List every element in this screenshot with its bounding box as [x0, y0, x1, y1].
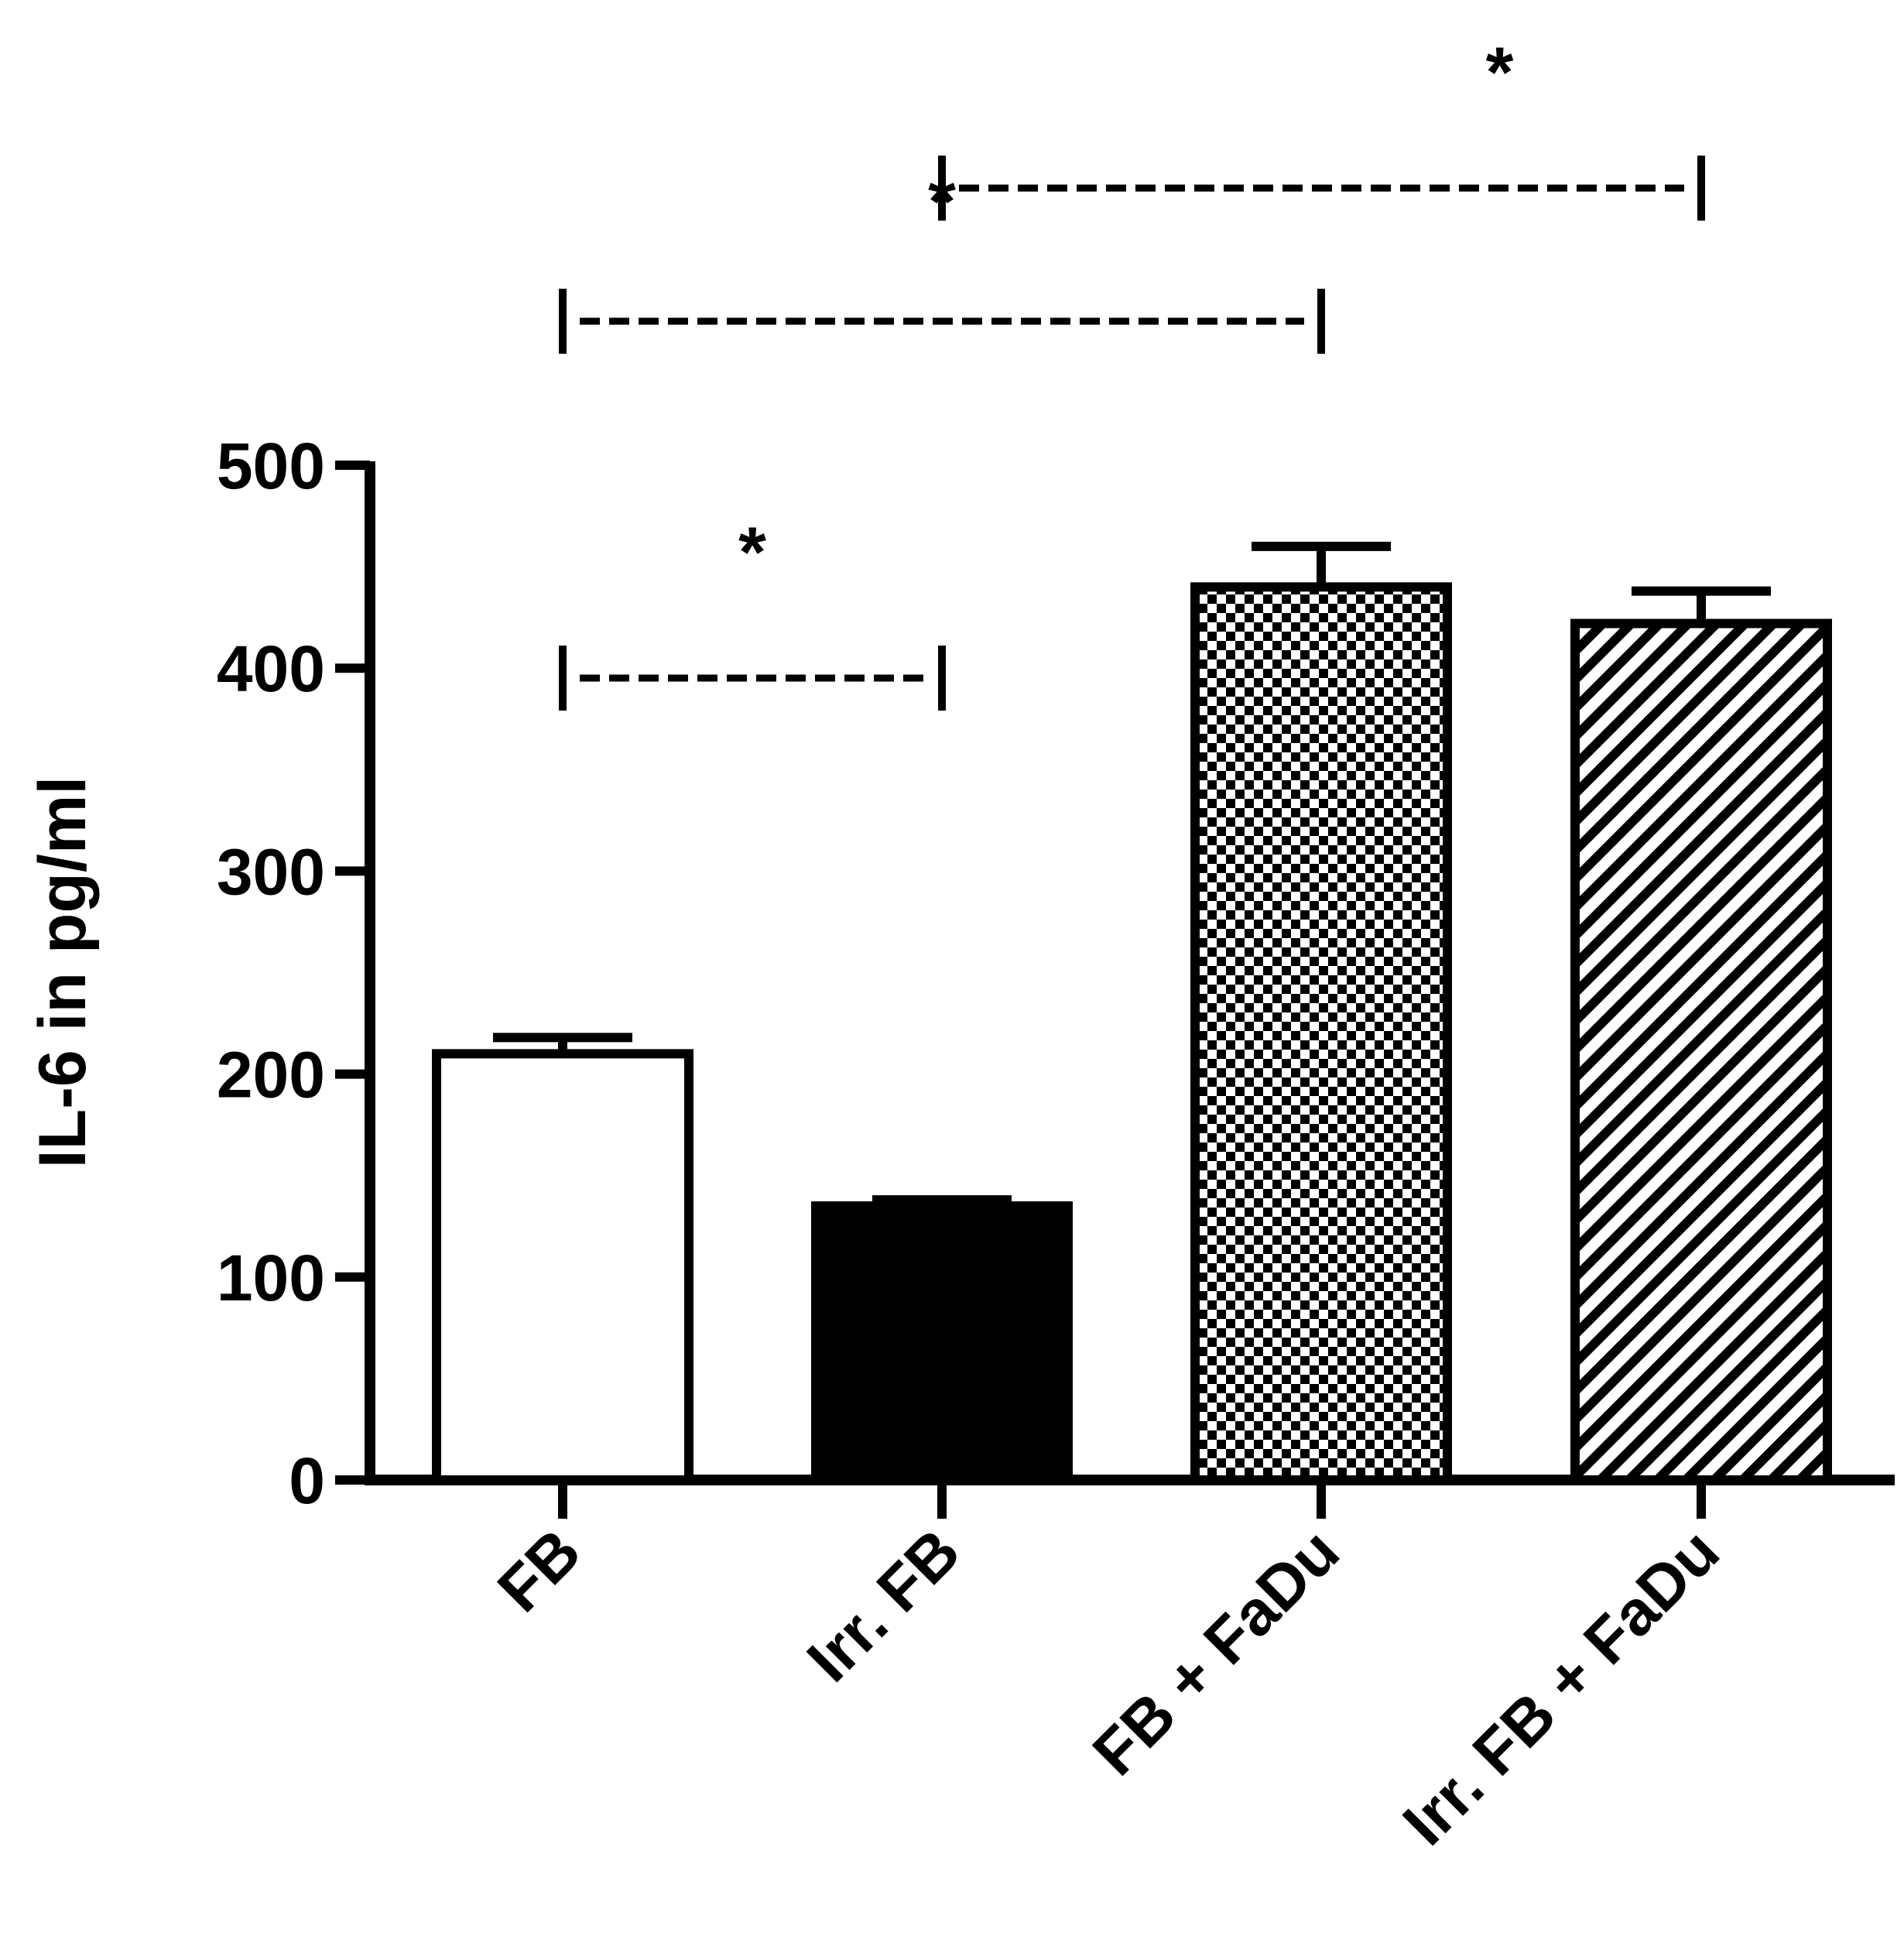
y-axis-title: IL-6 in pg/ml	[26, 776, 100, 1168]
y-tick-label: 200	[217, 1039, 325, 1112]
y-tick-label: 300	[217, 835, 325, 908]
y-tick-label: 500	[217, 430, 325, 502]
y-tick-label: 0	[289, 1444, 325, 1517]
bar	[432, 1049, 693, 1485]
significance-brackets: ***	[559, 33, 1705, 711]
y-ticks: 0 100 200 300 400 500	[217, 430, 370, 1517]
y-tick-label: 100	[217, 1242, 325, 1314]
x-tick-label: FB + FaDu	[1080, 1516, 1353, 1789]
bar	[1190, 582, 1452, 1485]
bar	[1570, 618, 1832, 1485]
significance-star: *	[738, 513, 766, 592]
y-tick-label: 400	[217, 632, 325, 705]
x-tick-label: Irr. FB + FaDu	[1390, 1516, 1733, 1858]
bars	[432, 541, 1832, 1485]
x-tick-label: FB	[485, 1516, 594, 1626]
bar	[811, 1201, 1073, 1485]
x-ticks: FB Irr. FB FB + FaDu Irr. FB + FaDu	[485, 1480, 1733, 1858]
x-tick-label: Irr. FB	[794, 1516, 974, 1695]
significance-star: *	[1486, 33, 1514, 112]
